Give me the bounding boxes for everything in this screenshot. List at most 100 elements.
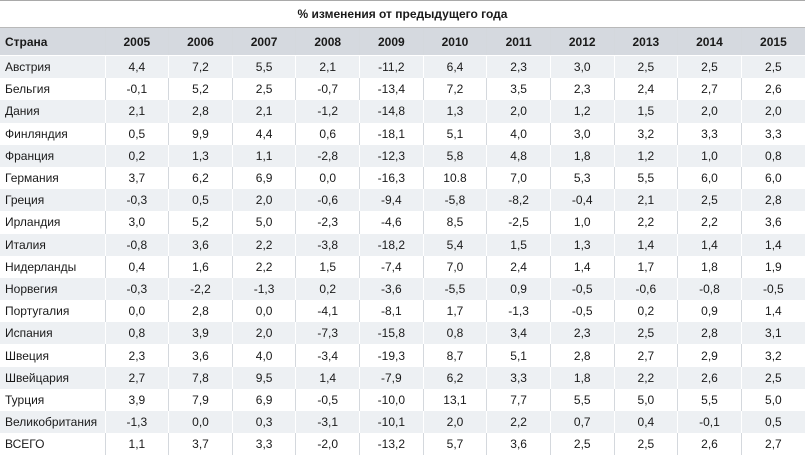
column-header-year: 2011 bbox=[486, 27, 551, 56]
value-cell: -1,3 bbox=[486, 300, 551, 323]
value-cell: 1,3 bbox=[422, 100, 487, 123]
value-cell: 1,4 bbox=[740, 233, 805, 256]
value-cell: 2,6 bbox=[740, 78, 805, 101]
value-cell: 13,1 bbox=[422, 388, 487, 411]
value-cell: 2,5 bbox=[613, 55, 678, 79]
table-row: Австрия 4,4 7,2 5,5 2,1 -11,2 6,4 2,3 3,0 2,5 2,5 2… bbox=[0, 55, 805, 79]
value-cell: 2,5 bbox=[740, 55, 805, 79]
country-cell: Германия bbox=[0, 166, 106, 190]
value-cell: 2,5 bbox=[549, 433, 615, 456]
value-cell: 0,0 bbox=[104, 300, 169, 323]
value-cell: 0,2 bbox=[295, 277, 360, 301]
value-cell: 3,2 bbox=[740, 344, 805, 367]
country-cell: Великобритания bbox=[0, 411, 106, 434]
table-row: Италия -0,8 3,6 2,2 -3,8 -18,2 5,4 1,5 1,3 1,4 1,4… bbox=[0, 233, 805, 256]
value-cell: 5,2 bbox=[168, 78, 233, 101]
value-cell: 3,3 bbox=[677, 122, 742, 145]
value-cell: 2,0 bbox=[740, 100, 805, 123]
value-cell: -11,2 bbox=[359, 55, 424, 79]
value-cell: 2,2 bbox=[613, 366, 678, 389]
value-cell: 5,1 bbox=[422, 122, 487, 145]
value-cell: -2,5 bbox=[486, 211, 551, 234]
value-cell: 2,8 bbox=[677, 322, 742, 345]
value-cell: -2,8 bbox=[295, 144, 360, 167]
value-cell: 3,7 bbox=[168, 433, 233, 456]
value-cell: -0,1 bbox=[104, 78, 169, 101]
value-cell: -7,9 bbox=[359, 366, 424, 389]
column-header-country: Страна bbox=[0, 27, 106, 56]
value-cell: 7,2 bbox=[422, 78, 487, 101]
value-cell: 0,2 bbox=[104, 144, 169, 167]
value-cell: 5,4 bbox=[422, 233, 487, 256]
value-cell: 2,0 bbox=[231, 189, 296, 212]
value-cell: 1,5 bbox=[486, 233, 551, 256]
value-cell: 3,7 bbox=[104, 166, 169, 190]
value-cell: 0,4 bbox=[613, 411, 678, 434]
value-cell: 2,3 bbox=[549, 322, 615, 345]
country-cell: Австрия bbox=[0, 55, 106, 79]
table-row: Испания 0,8 3,9 2,0 -7,3 -15,8 0,8 3,4 2,3 2,5 2,8… bbox=[0, 322, 805, 345]
value-cell: 3,6 bbox=[486, 433, 551, 456]
value-cell: -4,1 bbox=[295, 300, 360, 323]
column-header-year: 2013 bbox=[613, 27, 678, 56]
value-cell: 6,2 bbox=[168, 166, 233, 190]
value-cell: 1,7 bbox=[422, 300, 487, 323]
table-row: Бельгия -0,1 5,2 2,5 -0,7 -13,4 7,2 3,5 2,3 2,4 2,… bbox=[0, 78, 805, 101]
value-cell: 5,1 bbox=[486, 344, 551, 367]
value-cell: -0,4 bbox=[549, 189, 615, 212]
value-cell: 5,5 bbox=[613, 166, 678, 190]
value-cell: 3,6 bbox=[168, 233, 233, 256]
value-cell: 8,7 bbox=[422, 344, 487, 367]
value-cell: 2,7 bbox=[677, 78, 742, 101]
value-cell: 2,4 bbox=[486, 255, 551, 278]
value-cell: -1,3 bbox=[231, 277, 296, 301]
country-cell: Ирландия bbox=[0, 211, 106, 234]
value-cell: 10.8 bbox=[422, 166, 487, 190]
value-cell: 3,3 bbox=[486, 366, 551, 389]
country-cell: Греция bbox=[0, 189, 106, 212]
value-cell: 0,4 bbox=[104, 255, 169, 278]
value-cell: -0,5 bbox=[549, 300, 615, 323]
value-cell: 1,8 bbox=[549, 144, 615, 167]
value-cell: 2,8 bbox=[168, 300, 233, 323]
value-cell: 3,6 bbox=[740, 211, 805, 234]
value-cell: 1,1 bbox=[231, 144, 296, 167]
country-cell: Италия bbox=[0, 233, 106, 256]
value-cell: 2,3 bbox=[486, 55, 551, 79]
value-cell: 0,5 bbox=[104, 122, 169, 145]
value-cell: 2,6 bbox=[677, 366, 742, 389]
value-cell: -14,8 bbox=[359, 100, 424, 123]
value-cell: 1,2 bbox=[549, 100, 615, 123]
value-cell: 7,7 bbox=[486, 388, 551, 411]
value-cell: -8,2 bbox=[486, 189, 551, 212]
value-cell: -0,5 bbox=[549, 277, 615, 301]
value-cell: 2,8 bbox=[740, 189, 805, 212]
value-cell: -1,2 bbox=[295, 100, 360, 123]
value-cell: 7,9 bbox=[168, 388, 233, 411]
value-cell: 2,8 bbox=[549, 344, 615, 367]
value-cell: 1,2 bbox=[613, 144, 678, 167]
value-cell: 2,2 bbox=[231, 233, 296, 256]
value-cell: -0,5 bbox=[295, 388, 360, 411]
value-cell: 1,0 bbox=[677, 144, 742, 167]
value-cell: 7,8 bbox=[168, 366, 233, 389]
value-cell: -9,4 bbox=[359, 189, 424, 212]
value-cell: 5,0 bbox=[740, 388, 805, 411]
value-cell: 0,2 bbox=[613, 300, 678, 323]
value-cell: 5,5 bbox=[677, 388, 742, 411]
table-row: ВСЕГО 1,1 3,7 3,3 -2,0 -13,2 5,7 3,6 2,5 2,5 2,6 2,… bbox=[0, 433, 805, 456]
value-cell: -3,1 bbox=[295, 411, 360, 434]
value-cell: 2,6 bbox=[677, 433, 742, 456]
value-cell: 2,3 bbox=[549, 78, 615, 101]
value-cell: -18,2 bbox=[359, 233, 424, 256]
value-cell: 4,0 bbox=[486, 122, 551, 145]
value-cell: 2,2 bbox=[677, 211, 742, 234]
value-cell: 1,4 bbox=[295, 366, 360, 389]
table-caption: % изменения от предыдущего года bbox=[0, 0, 805, 28]
column-header-year: 2005 bbox=[104, 27, 169, 56]
value-cell: -7,4 bbox=[359, 255, 424, 278]
country-cell: ВСЕГО bbox=[0, 433, 106, 456]
value-cell: 2,5 bbox=[677, 189, 742, 212]
country-cell: Испания bbox=[0, 322, 106, 345]
